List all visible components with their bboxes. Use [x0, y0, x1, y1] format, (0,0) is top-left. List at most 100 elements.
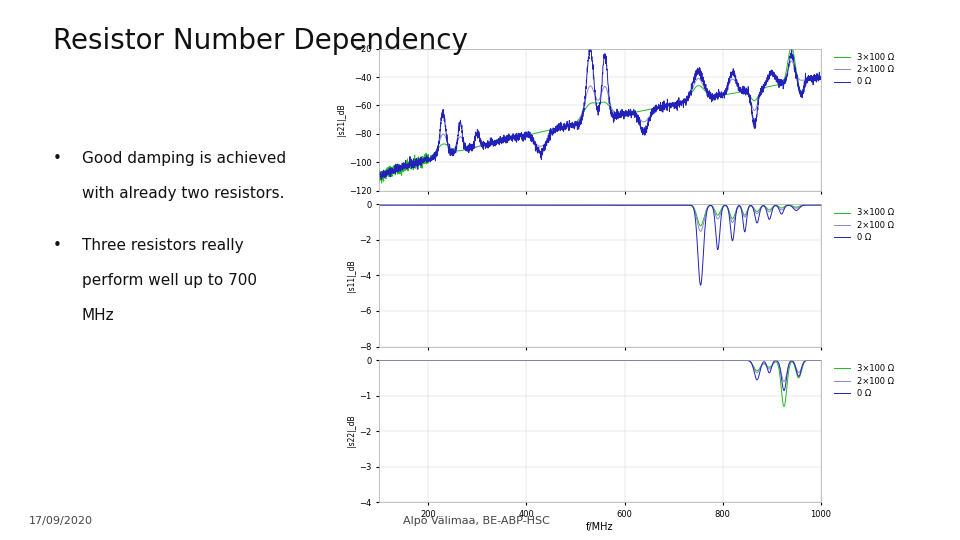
0 Ω	[806, 202, 818, 208]
0 Ω	[373, 172, 385, 179]
0 Ω	[815, 202, 827, 208]
0 Ω	[759, 203, 771, 210]
3×100 Ω	[758, 361, 770, 367]
Legend: 3×100 Ω, 2×100 Ω, 0 Ω: 3×100 Ω, 2×100 Ω, 0 Ω	[834, 364, 895, 398]
3×100 Ω	[815, 201, 827, 208]
0 Ω	[695, 282, 707, 288]
2×100 Ω	[695, 228, 707, 234]
Text: perform well up to 700: perform well up to 700	[82, 273, 256, 288]
2×100 Ω	[450, 357, 462, 363]
Y-axis label: |s11|_dB: |s11|_dB	[348, 259, 356, 292]
Line: 2×100 Ω: 2×100 Ω	[379, 205, 821, 231]
2×100 Ω	[815, 201, 827, 208]
3×100 Ω	[759, 85, 771, 91]
0 Ω	[815, 74, 827, 80]
Text: •: •	[53, 238, 61, 253]
2×100 Ω	[785, 58, 797, 64]
Line: 2×100 Ω: 2×100 Ω	[379, 61, 821, 177]
3×100 Ω	[450, 201, 462, 208]
3×100 Ω	[543, 127, 555, 133]
0 Ω	[424, 157, 436, 163]
3×100 Ω	[815, 357, 827, 363]
2×100 Ω	[806, 201, 818, 208]
Line: 3×100 Ω: 3×100 Ω	[379, 47, 821, 183]
Line: 2×100 Ω: 2×100 Ω	[379, 360, 821, 381]
3×100 Ω	[373, 179, 385, 185]
3×100 Ω	[562, 201, 573, 208]
Text: MHz: MHz	[82, 308, 114, 323]
3×100 Ω	[785, 44, 797, 50]
Text: Three resistors really: Three resistors really	[82, 238, 243, 253]
3×100 Ω	[376, 180, 388, 186]
Text: Good damping is achieved: Good damping is achieved	[82, 151, 286, 166]
3×100 Ω	[806, 201, 818, 208]
2×100 Ω	[450, 201, 462, 208]
2×100 Ω	[423, 156, 435, 162]
Line: 0 Ω: 0 Ω	[379, 48, 821, 179]
3×100 Ω	[542, 357, 554, 363]
2×100 Ω	[423, 201, 435, 208]
2×100 Ω	[542, 135, 554, 141]
0 Ω	[375, 176, 387, 183]
0 Ω	[562, 357, 573, 363]
Text: Alpo Välimaa, BE-ABP-HSC: Alpo Välimaa, BE-ABP-HSC	[403, 516, 550, 526]
Line: 3×100 Ω: 3×100 Ω	[379, 205, 821, 226]
2×100 Ω	[450, 142, 462, 149]
3×100 Ω	[450, 357, 462, 363]
3×100 Ω	[806, 357, 818, 363]
0 Ω	[373, 202, 385, 208]
0 Ω	[450, 144, 462, 151]
2×100 Ω	[562, 201, 573, 208]
0 Ω	[815, 357, 827, 363]
3×100 Ω	[423, 357, 435, 363]
Text: 17/09/2020: 17/09/2020	[29, 516, 93, 526]
3×100 Ω	[562, 357, 573, 363]
2×100 Ω	[758, 82, 770, 89]
0 Ω	[562, 202, 573, 208]
3×100 Ω	[542, 201, 554, 208]
2×100 Ω	[815, 74, 827, 80]
3×100 Ω	[779, 403, 790, 409]
3×100 Ω	[373, 357, 385, 363]
0 Ω	[423, 202, 435, 208]
0 Ω	[542, 202, 554, 208]
2×100 Ω	[542, 201, 554, 208]
Legend: 3×100 Ω, 2×100 Ω, 0 Ω: 3×100 Ω, 2×100 Ω, 0 Ω	[834, 208, 895, 242]
2×100 Ω	[373, 201, 385, 208]
Text: Resistor Number Dependency: Resistor Number Dependency	[53, 27, 468, 55]
0 Ω	[450, 202, 462, 208]
0 Ω	[543, 139, 555, 146]
2×100 Ω	[542, 357, 554, 363]
0 Ω	[423, 357, 435, 363]
X-axis label: f/MHz: f/MHz	[587, 522, 613, 531]
0 Ω	[542, 357, 554, 363]
2×100 Ω	[779, 378, 790, 384]
2×100 Ω	[373, 173, 385, 180]
3×100 Ω	[423, 201, 435, 208]
2×100 Ω	[373, 357, 385, 363]
3×100 Ω	[815, 74, 827, 80]
0 Ω	[585, 45, 596, 51]
0 Ω	[373, 357, 385, 363]
2×100 Ω	[562, 123, 573, 130]
3×100 Ω	[759, 202, 771, 209]
Legend: 3×100 Ω, 2×100 Ω, 0 Ω: 3×100 Ω, 2×100 Ω, 0 Ω	[834, 53, 895, 86]
Text: with already two resistors.: with already two resistors.	[82, 186, 284, 201]
Line: 3×100 Ω: 3×100 Ω	[379, 360, 821, 406]
3×100 Ω	[562, 123, 573, 129]
Text: •: •	[53, 151, 61, 166]
0 Ω	[806, 74, 818, 80]
2×100 Ω	[815, 357, 827, 363]
Line: 0 Ω: 0 Ω	[379, 360, 821, 390]
2×100 Ω	[423, 357, 435, 363]
0 Ω	[779, 387, 790, 394]
2×100 Ω	[759, 204, 771, 210]
0 Ω	[562, 123, 573, 130]
0 Ω	[758, 359, 770, 365]
Y-axis label: |s22|_dB: |s22|_dB	[348, 415, 356, 448]
3×100 Ω	[806, 75, 818, 82]
3×100 Ω	[695, 222, 707, 229]
0 Ω	[450, 357, 462, 363]
3×100 Ω	[450, 147, 462, 154]
2×100 Ω	[806, 76, 818, 82]
